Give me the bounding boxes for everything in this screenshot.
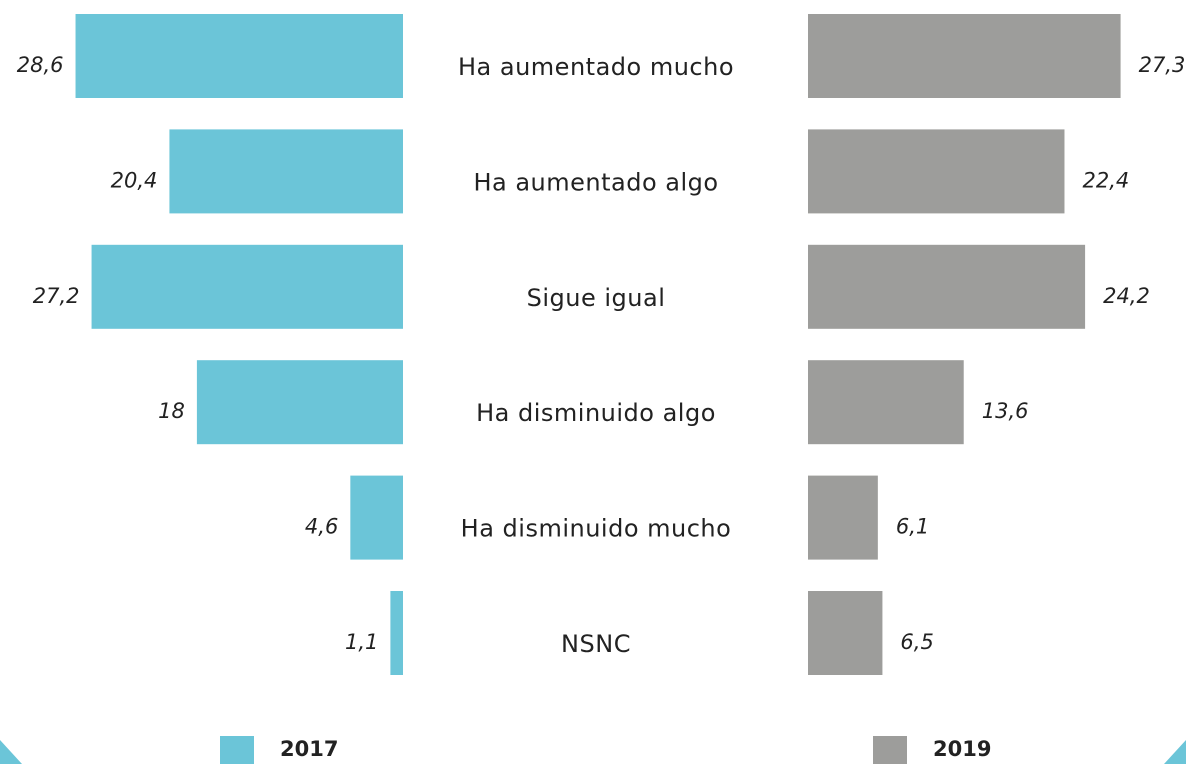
corner-decoration bbox=[0, 740, 22, 764]
bar bbox=[808, 475, 878, 560]
value-label: 27,2 bbox=[33, 284, 80, 308]
legend-swatch bbox=[220, 736, 254, 764]
bar bbox=[808, 14, 1121, 98]
category-label: NSNC bbox=[561, 630, 631, 658]
value-label: 28,6 bbox=[17, 53, 64, 77]
legend-label: 2017 bbox=[280, 737, 338, 761]
category-label: Sigue igual bbox=[527, 284, 666, 312]
value-label: 4,6 bbox=[305, 515, 338, 539]
category-label: Ha disminuido algo bbox=[476, 399, 716, 427]
legend-swatch bbox=[873, 736, 907, 764]
value-label: 6,1 bbox=[896, 515, 929, 539]
category-label: Ha aumentado mucho bbox=[458, 53, 734, 81]
bar bbox=[75, 14, 403, 98]
value-label: 6,5 bbox=[900, 630, 933, 654]
corner-decoration bbox=[1164, 740, 1186, 764]
category-label: Ha disminuido mucho bbox=[461, 515, 732, 543]
value-label: 27,3 bbox=[1139, 53, 1186, 77]
bar bbox=[390, 591, 403, 675]
value-label: 22,4 bbox=[1082, 168, 1129, 192]
bar bbox=[808, 591, 883, 675]
legend-label: 2019 bbox=[933, 737, 991, 761]
bar bbox=[91, 244, 403, 329]
bar bbox=[350, 475, 403, 560]
value-label: 18 bbox=[158, 399, 185, 423]
bar bbox=[808, 129, 1065, 214]
bar bbox=[169, 129, 403, 214]
value-label: 24,2 bbox=[1103, 284, 1150, 308]
bar bbox=[196, 360, 403, 445]
value-label: 20,4 bbox=[111, 168, 158, 192]
bar bbox=[808, 360, 964, 445]
bar bbox=[808, 244, 1086, 329]
value-label: 13,6 bbox=[982, 399, 1029, 423]
category-label: Ha aumentado algo bbox=[473, 168, 718, 196]
value-label: 1,1 bbox=[345, 630, 378, 654]
